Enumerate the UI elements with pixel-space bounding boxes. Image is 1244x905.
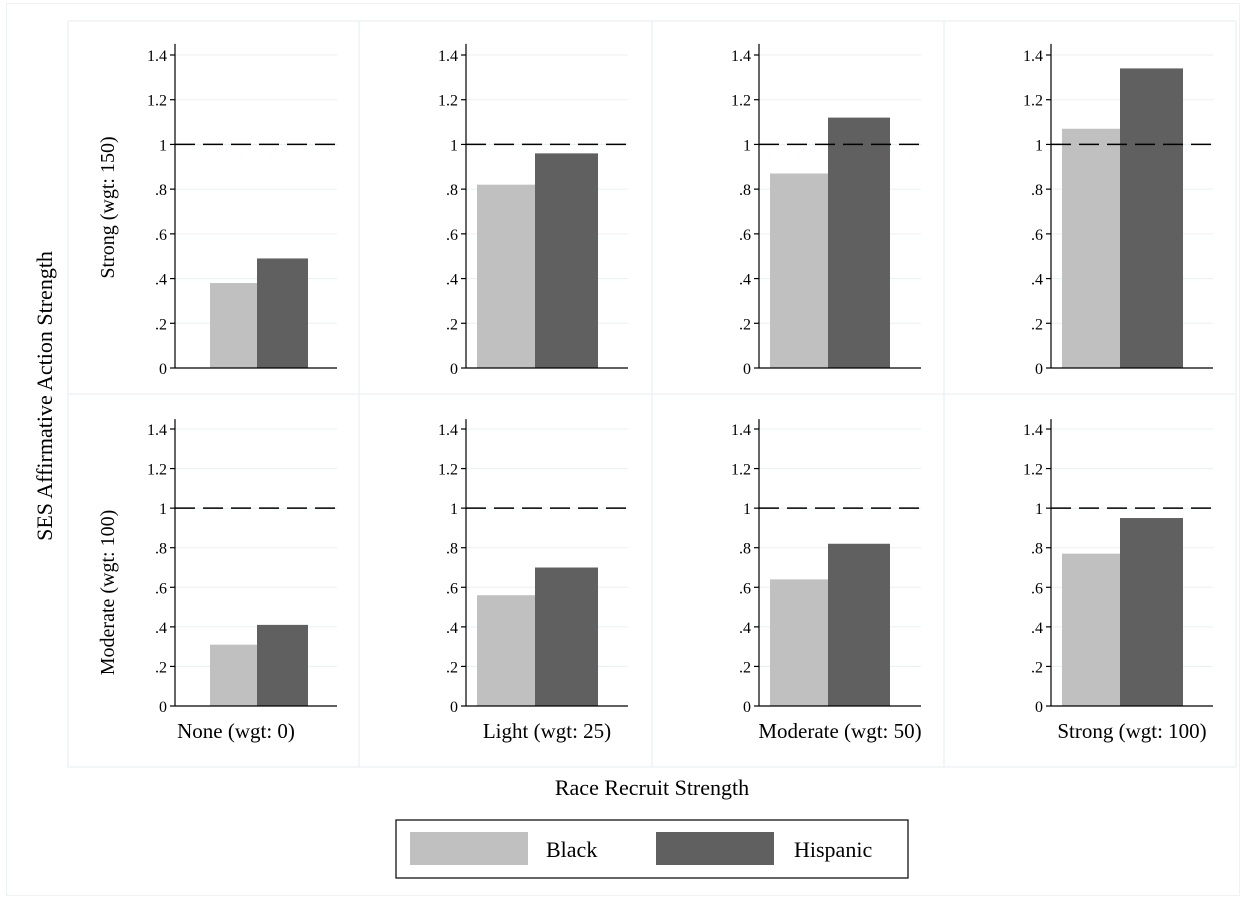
y-tick-label: .8	[155, 182, 167, 199]
column-label: Moderate (wgt: 50)	[758, 719, 921, 743]
bar-hispanic	[828, 117, 890, 368]
column-label: Strong (wgt: 100)	[1057, 719, 1206, 743]
y-tick-label: .2	[739, 659, 751, 676]
y-tick-label: 0	[450, 699, 458, 716]
y-tick-label: .2	[155, 316, 167, 333]
column-label: None (wgt: 0)	[177, 719, 295, 743]
y-tick-label: 1	[159, 501, 167, 518]
y-tick-label: 0	[743, 699, 751, 716]
y-tick-label: .2	[446, 659, 458, 676]
y-tick-label: 1	[1035, 137, 1043, 154]
y-tick-label: 1	[450, 137, 458, 154]
y-tick-label: 1	[1035, 501, 1043, 518]
legend-swatch-hispanic	[656, 832, 774, 865]
bar-black	[1062, 553, 1120, 706]
column-title: Race Recruit Strength	[555, 775, 749, 800]
y-tick-label: 0	[743, 361, 751, 378]
outer-frame	[6, 3, 1240, 896]
bar-hispanic	[828, 543, 890, 706]
bar-hispanic	[1120, 68, 1183, 369]
y-tick-label: 1.4	[731, 48, 751, 65]
row-label: Moderate (wgt: 100)	[97, 510, 119, 676]
y-tick-label: 1	[743, 501, 751, 518]
y-tick-label: .8	[155, 541, 167, 558]
y-tick-label: .4	[155, 620, 167, 637]
bar-black	[477, 184, 535, 368]
legend: Black Hispanic	[395, 819, 909, 879]
y-tick-label: 0	[159, 699, 167, 716]
y-tick-label: .8	[446, 182, 458, 199]
y-tick-label: .2	[1031, 316, 1043, 333]
y-tick-label: .4	[446, 620, 458, 637]
y-tick-label: .8	[739, 182, 751, 199]
y-tick-label: 1.2	[1023, 93, 1043, 110]
row-label: Strong (wgt: 150)	[97, 136, 119, 278]
y-tick-label: .2	[155, 659, 167, 676]
y-tick-label: 1.4	[1023, 422, 1043, 439]
y-tick-label: .8	[1031, 541, 1043, 558]
row-title: SES Affirmative Action Strength	[32, 251, 57, 541]
bar-hispanic	[1120, 518, 1183, 706]
bar-black	[477, 595, 535, 706]
bar-hispanic	[257, 258, 308, 368]
y-tick-label: 1	[159, 137, 167, 154]
y-tick-label: 1.4	[438, 48, 458, 65]
bar-hispanic	[535, 153, 598, 368]
y-tick-label: .4	[446, 272, 458, 289]
bar-hispanic	[535, 567, 598, 706]
legend-label-black: Black	[546, 837, 597, 862]
y-tick-label: .4	[155, 272, 167, 289]
y-tick-label: .4	[739, 620, 751, 637]
y-tick-label: 1.2	[731, 93, 751, 110]
y-tick-label: .4	[739, 272, 751, 289]
y-tick-label: .2	[446, 316, 458, 333]
y-tick-label: 1.4	[147, 48, 167, 65]
y-tick-label: .4	[1031, 620, 1043, 637]
y-tick-label: 1.2	[147, 93, 167, 110]
y-tick-label: 0	[159, 361, 167, 378]
y-tick-label: 1.2	[147, 462, 167, 479]
bar-black	[770, 173, 828, 368]
y-tick-label: 0	[1035, 699, 1043, 716]
y-tick-label: .8	[739, 541, 751, 558]
legend-label-hispanic: Hispanic	[794, 837, 872, 862]
y-tick-label: 1.4	[438, 422, 458, 439]
bar-black	[770, 579, 828, 706]
y-tick-label: .6	[739, 580, 751, 597]
legend-swatch-black	[410, 832, 528, 865]
y-tick-label: 0	[450, 361, 458, 378]
y-tick-label: .8	[446, 541, 458, 558]
y-tick-label: .2	[1031, 659, 1043, 676]
y-tick-label: .6	[446, 227, 458, 244]
y-tick-label: .6	[739, 227, 751, 244]
bar-hispanic	[257, 624, 308, 706]
panels-group: 0.2.4.6.811.21.40.2.4.6.811.21.40.2.4.6.…	[67, 20, 1237, 768]
panel-border	[943, 393, 1237, 768]
y-tick-label: 1.2	[1023, 462, 1043, 479]
y-tick-label: 1.2	[438, 462, 458, 479]
y-tick-label: .6	[1031, 227, 1043, 244]
y-tick-label: .6	[1031, 580, 1043, 597]
y-tick-label: .8	[1031, 182, 1043, 199]
y-tick-label: 1.4	[1023, 48, 1043, 65]
y-tick-label: .6	[155, 580, 167, 597]
y-tick-label: 1.2	[731, 462, 751, 479]
column-label: Light (wgt: 25)	[483, 719, 611, 743]
y-tick-label: 1.4	[731, 422, 751, 439]
bar-black	[210, 644, 258, 706]
y-tick-label: 1	[450, 501, 458, 518]
bar-black	[1062, 128, 1120, 368]
y-tick-label: .6	[446, 580, 458, 597]
y-tick-label: 0	[1035, 361, 1043, 378]
y-tick-label: .4	[1031, 272, 1043, 289]
y-tick-label: 1.4	[147, 422, 167, 439]
bar-black	[210, 283, 258, 368]
y-tick-label: 1	[743, 137, 751, 154]
y-tick-label: .2	[739, 316, 751, 333]
y-tick-label: 1.2	[438, 93, 458, 110]
y-tick-label: .6	[155, 227, 167, 244]
